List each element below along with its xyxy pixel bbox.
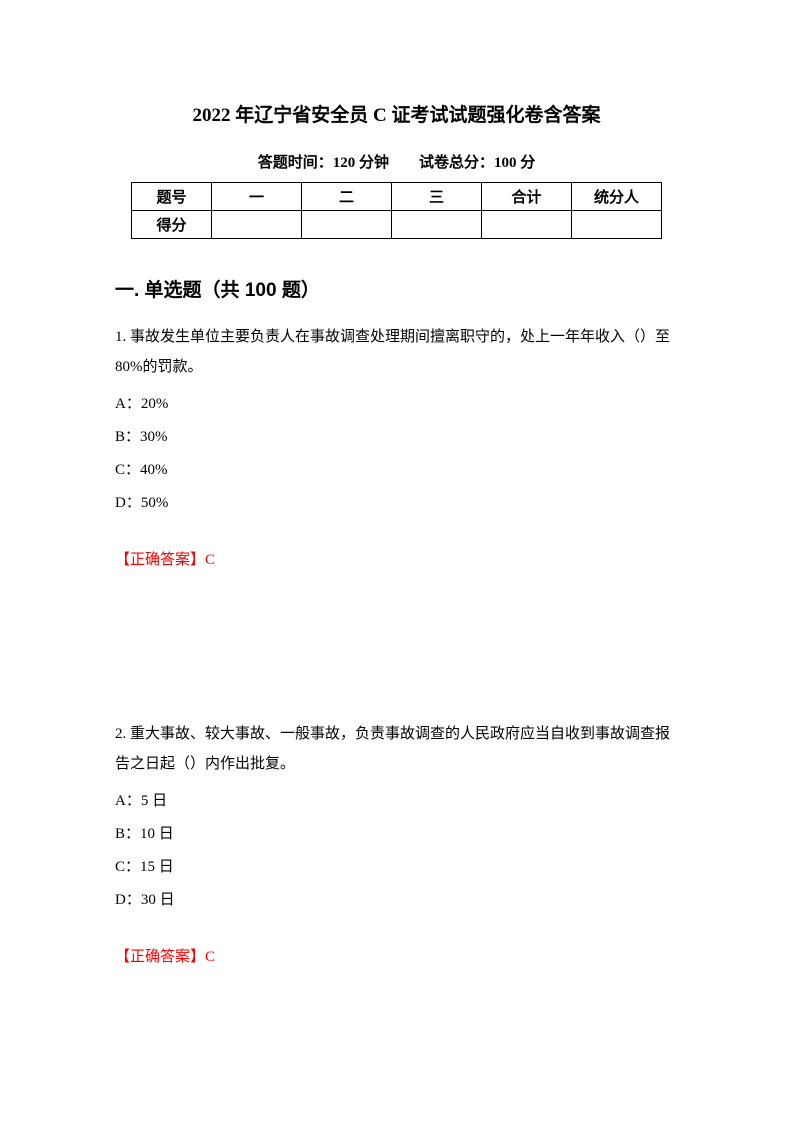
- option-c: C：40%: [115, 454, 678, 487]
- header-cell: 三: [392, 183, 482, 211]
- answer-value: C: [205, 552, 215, 568]
- subtitle-gap: [389, 155, 419, 171]
- time-label: 答题时间：: [258, 155, 333, 171]
- question-block: 2. 重大事故、较大事故、一般事故，负责事故调查的人民政府应当自收到事故调查报告…: [115, 719, 678, 966]
- answer-line: 【正确答案】C: [115, 548, 678, 569]
- empty-cell: [212, 211, 302, 239]
- header-cell: 统分人: [572, 183, 662, 211]
- table-row: 得分: [132, 211, 662, 239]
- question-block: 1. 事故发生单位主要负责人在事故调查处理期间擅离职守的，处上一年年收入（）至 …: [115, 322, 678, 569]
- header-cell: 二: [302, 183, 392, 211]
- empty-cell: [392, 211, 482, 239]
- empty-cell: [302, 211, 392, 239]
- empty-cell: [572, 211, 662, 239]
- table-row: 题号 一 二 三 合计 统分人: [132, 183, 662, 211]
- answer-value: C: [205, 949, 215, 965]
- option-a: A：5 日: [115, 785, 678, 818]
- score-label: 试卷总分：: [419, 155, 494, 171]
- option-c: C：15 日: [115, 851, 678, 884]
- spacer: [115, 609, 678, 719]
- section-heading: 一. 单选题（共 100 题）: [115, 275, 678, 302]
- header-cell: 合计: [482, 183, 572, 211]
- answer-label: 【正确答案】: [115, 552, 205, 568]
- score-value: 100 分: [494, 155, 535, 171]
- header-cell: 题号: [132, 183, 212, 211]
- time-value: 120 分钟: [333, 155, 389, 171]
- answer-label: 【正确答案】: [115, 949, 205, 965]
- empty-cell: [482, 211, 572, 239]
- exam-subtitle: 答题时间：120 分钟 试卷总分：100 分: [115, 151, 678, 172]
- answer-line: 【正确答案】C: [115, 945, 678, 966]
- row-label-cell: 得分: [132, 211, 212, 239]
- option-d: D：50%: [115, 487, 678, 520]
- page-title: 2022 年辽宁省安全员 C 证考试试题强化卷含答案: [115, 100, 678, 127]
- option-b: B：10 日: [115, 818, 678, 851]
- header-cell: 一: [212, 183, 302, 211]
- score-table: 题号 一 二 三 合计 统分人 得分: [131, 182, 662, 239]
- option-b: B：30%: [115, 421, 678, 454]
- option-d: D：30 日: [115, 884, 678, 917]
- option-a: A：20%: [115, 388, 678, 421]
- question-stem: 1. 事故发生单位主要负责人在事故调查处理期间擅离职守的，处上一年年收入（）至 …: [115, 322, 678, 382]
- question-stem: 2. 重大事故、较大事故、一般事故，负责事故调查的人民政府应当自收到事故调查报告…: [115, 719, 678, 779]
